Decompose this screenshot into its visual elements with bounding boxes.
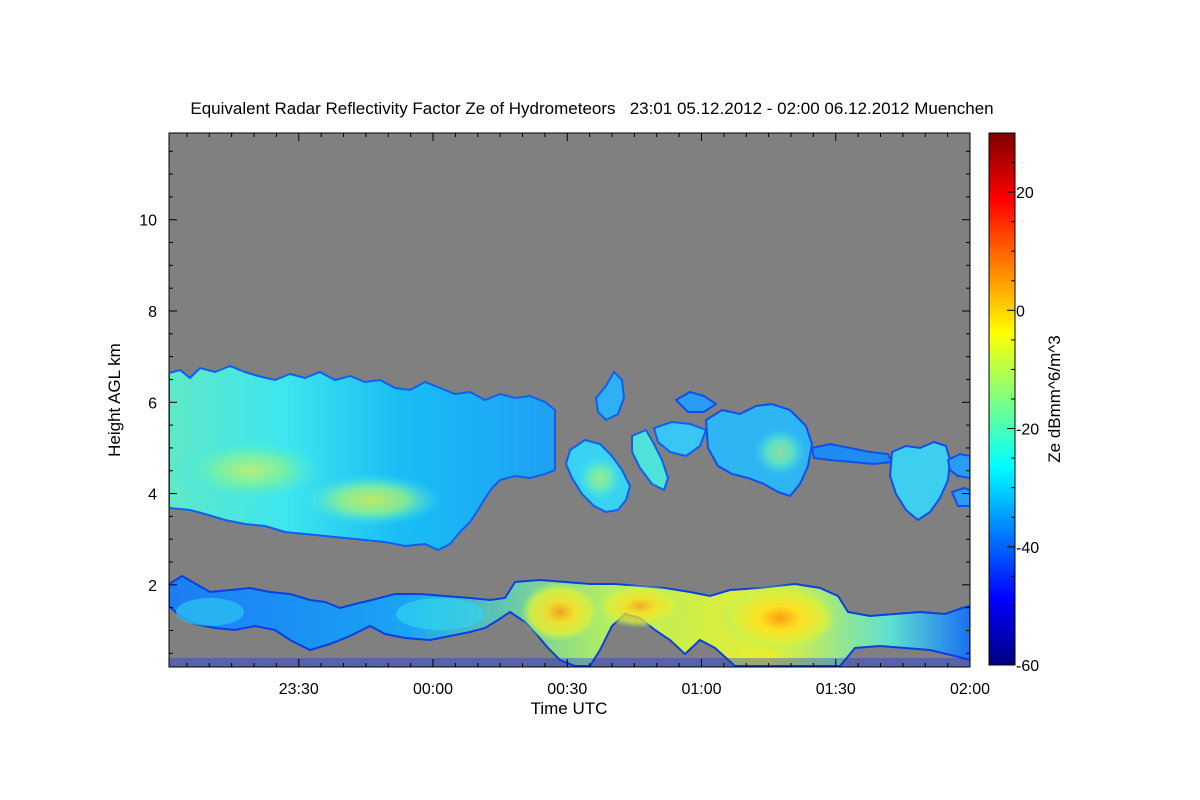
- colorbar-tick-label: -60: [1016, 658, 1039, 675]
- x-axis-label: Time UTC: [531, 699, 608, 718]
- upper-cloud-core-3: [578, 456, 622, 500]
- y-tick-label: 4: [148, 487, 157, 504]
- upper-cloud-patch-10: [950, 486, 970, 507]
- lower-cloud-core-2: [595, 584, 685, 628]
- x-tick-label: 01:30: [816, 681, 856, 698]
- x-tick-label: 00:30: [547, 681, 587, 698]
- upper-cloud-patch-4: [652, 420, 708, 458]
- upper-cloud-patch-8: [888, 440, 952, 522]
- colorbar-axis: -60 -40 -20 0 20: [1007, 132, 1039, 675]
- colorbar-tick-label: -20: [1016, 422, 1039, 439]
- upper-cloud-patch-2: [594, 370, 626, 422]
- y-tick-label: 8: [148, 304, 157, 321]
- lower-cloud-faint-2: [396, 598, 484, 630]
- x-tick-label: 01:00: [681, 681, 721, 698]
- upper-cloud-core-2: [302, 474, 442, 526]
- chart-title: Equivalent Radar Reflectivity Factor Ze …: [190, 99, 993, 118]
- upper-cloud-layer: [169, 364, 556, 552]
- y-axis-label: Height AGL km: [105, 343, 124, 457]
- upper-cloud-core-4: [754, 428, 806, 476]
- y-axis: 2 4 6 8 10: [139, 150, 970, 654]
- reflectivity-heatmap: [169, 364, 970, 667]
- x-axis: 23:30 00:00 00:30 01:00 01:30 02:00: [186, 133, 990, 698]
- upper-cloud-patch-3: [631, 428, 670, 492]
- colorbar: [988, 132, 1016, 666]
- plot-frame: [168, 132, 971, 668]
- ground-echo-strip: [169, 658, 970, 667]
- lower-cloud-core-1: [520, 582, 600, 642]
- colorbar-label: Ze dBmm^6/m^3: [1045, 335, 1064, 462]
- x-tick-label: 23:30: [279, 681, 319, 698]
- lower-cloud-core-3: [720, 584, 840, 652]
- upper-cloud-patch-5: [674, 390, 718, 413]
- y-tick-label: 6: [148, 395, 157, 412]
- x-tick-label: 00:00: [413, 681, 453, 698]
- colorbar-tick-label: 20: [1016, 185, 1034, 202]
- x-tick-label: 02:00: [950, 681, 990, 698]
- colorbar-tick-label: 0: [1016, 303, 1025, 320]
- y-tick-label: 10: [139, 213, 157, 230]
- colorbar-tick-label: -40: [1016, 540, 1039, 557]
- lower-cloud-faint-1: [176, 598, 244, 626]
- upper-cloud-core-1: [175, 438, 325, 502]
- y-tick-label: 2: [148, 578, 157, 595]
- upper-cloud-patch-9: [946, 452, 970, 480]
